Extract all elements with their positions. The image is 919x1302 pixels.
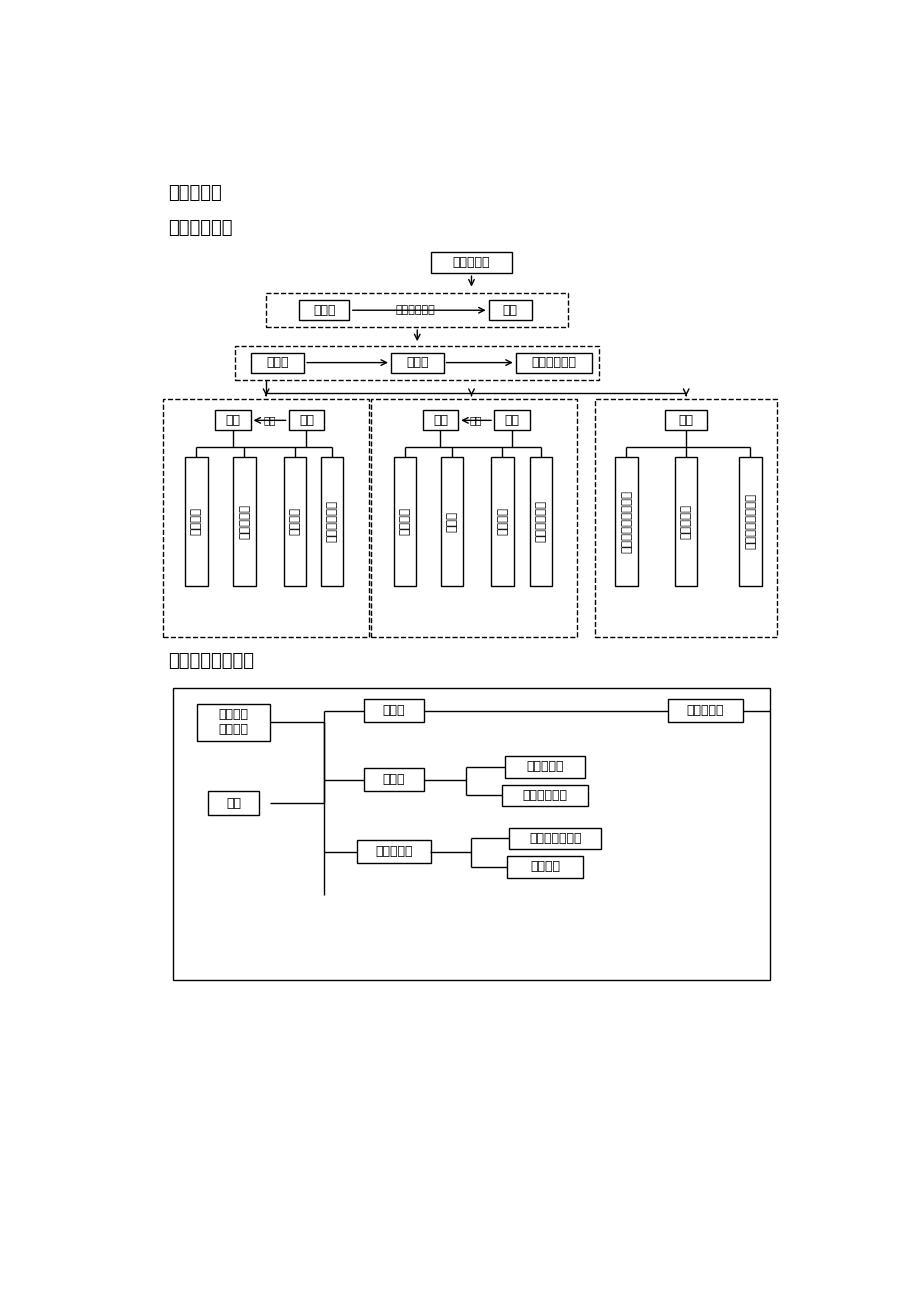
Bar xyxy=(363,699,424,723)
Bar xyxy=(529,457,552,586)
Text: 一、有理数：: 一、有理数： xyxy=(167,219,232,237)
Bar xyxy=(502,785,587,806)
Text: 合并同类项: 合并同类项 xyxy=(686,704,723,717)
Bar xyxy=(215,410,250,431)
Bar xyxy=(664,410,707,431)
Text: 乘除混合运算: 乘除混合运算 xyxy=(534,500,547,542)
Text: 加减混合运算: 加减混合运算 xyxy=(325,500,338,542)
Text: 多项式: 多项式 xyxy=(382,773,404,786)
Bar xyxy=(391,353,443,372)
Bar xyxy=(357,840,430,863)
Bar xyxy=(615,457,637,586)
Bar xyxy=(321,457,343,586)
Bar xyxy=(266,293,568,327)
Text: 乘方运算、混合运算: 乘方运算、混合运算 xyxy=(619,490,632,553)
Text: 有理数: 有理数 xyxy=(312,303,335,316)
Text: 多项式的排列: 多项式的排列 xyxy=(522,789,567,802)
Text: 除法法则: 除法法则 xyxy=(495,508,508,535)
Bar xyxy=(363,768,424,792)
Text: 去括号与添括号: 去括号与添括号 xyxy=(528,832,581,845)
Bar xyxy=(509,828,600,849)
Text: 整式: 整式 xyxy=(226,797,241,810)
Text: 转化: 转化 xyxy=(470,415,482,426)
Bar xyxy=(494,410,529,431)
Bar xyxy=(393,457,415,586)
Text: 二、整式的加减：: 二、整式的加减： xyxy=(167,651,254,669)
Text: 转化: 转化 xyxy=(264,415,276,426)
Text: 整式的加减: 整式的加减 xyxy=(375,845,413,858)
Text: 除法: 除法 xyxy=(504,414,518,427)
Text: 列式表示
数量关系: 列式表示 数量关系 xyxy=(219,708,248,736)
Bar xyxy=(491,457,513,586)
Text: 数与点的对应: 数与点的对应 xyxy=(395,305,435,315)
Bar xyxy=(422,410,458,431)
Bar xyxy=(299,301,349,320)
Text: 运算律: 运算律 xyxy=(445,510,459,531)
Bar xyxy=(595,398,777,638)
Bar xyxy=(440,457,463,586)
Bar xyxy=(197,703,270,741)
Bar xyxy=(739,457,761,586)
Text: 正数和负数: 正数和负数 xyxy=(452,256,490,270)
Text: 加法法则: 加法法则 xyxy=(189,508,203,535)
Text: 减法法则: 减法法则 xyxy=(288,508,301,535)
Text: 有理数比大小: 有理数比大小 xyxy=(530,357,575,368)
Bar xyxy=(289,410,323,431)
Text: 加法: 加法 xyxy=(225,414,240,427)
Text: 近似数与有效数字: 近似数与有效数字 xyxy=(743,493,756,549)
Bar xyxy=(506,857,583,878)
Bar xyxy=(430,251,512,273)
Text: 加法运算律: 加法运算律 xyxy=(238,504,251,539)
Text: 乘法法则: 乘法法则 xyxy=(398,508,411,535)
Bar xyxy=(235,345,598,380)
Bar xyxy=(251,353,304,372)
Text: 单项式: 单项式 xyxy=(382,704,404,717)
Text: 一般步骤: 一般步骤 xyxy=(529,861,560,874)
Bar xyxy=(283,457,306,586)
Bar xyxy=(667,699,743,723)
Bar xyxy=(488,301,531,320)
Bar xyxy=(370,398,576,638)
Bar xyxy=(185,457,208,586)
Text: 绝对值: 绝对值 xyxy=(405,357,428,368)
Bar xyxy=(516,353,591,372)
Text: 知识结构图: 知识结构图 xyxy=(167,184,221,202)
Bar xyxy=(675,457,697,586)
Text: 乘方: 乘方 xyxy=(678,414,693,427)
Text: 减法: 减法 xyxy=(299,414,313,427)
Text: 几次几项式: 几次几项式 xyxy=(526,760,563,773)
Text: 科学记数法: 科学记数法 xyxy=(679,504,692,539)
Bar xyxy=(173,687,769,980)
Bar xyxy=(164,398,369,638)
Bar xyxy=(233,457,255,586)
Text: 数轴: 数轴 xyxy=(502,303,517,316)
Text: 乘法: 乘法 xyxy=(433,414,448,427)
Bar xyxy=(505,756,584,777)
Bar xyxy=(209,792,258,815)
Text: 相反数: 相反数 xyxy=(267,357,289,368)
